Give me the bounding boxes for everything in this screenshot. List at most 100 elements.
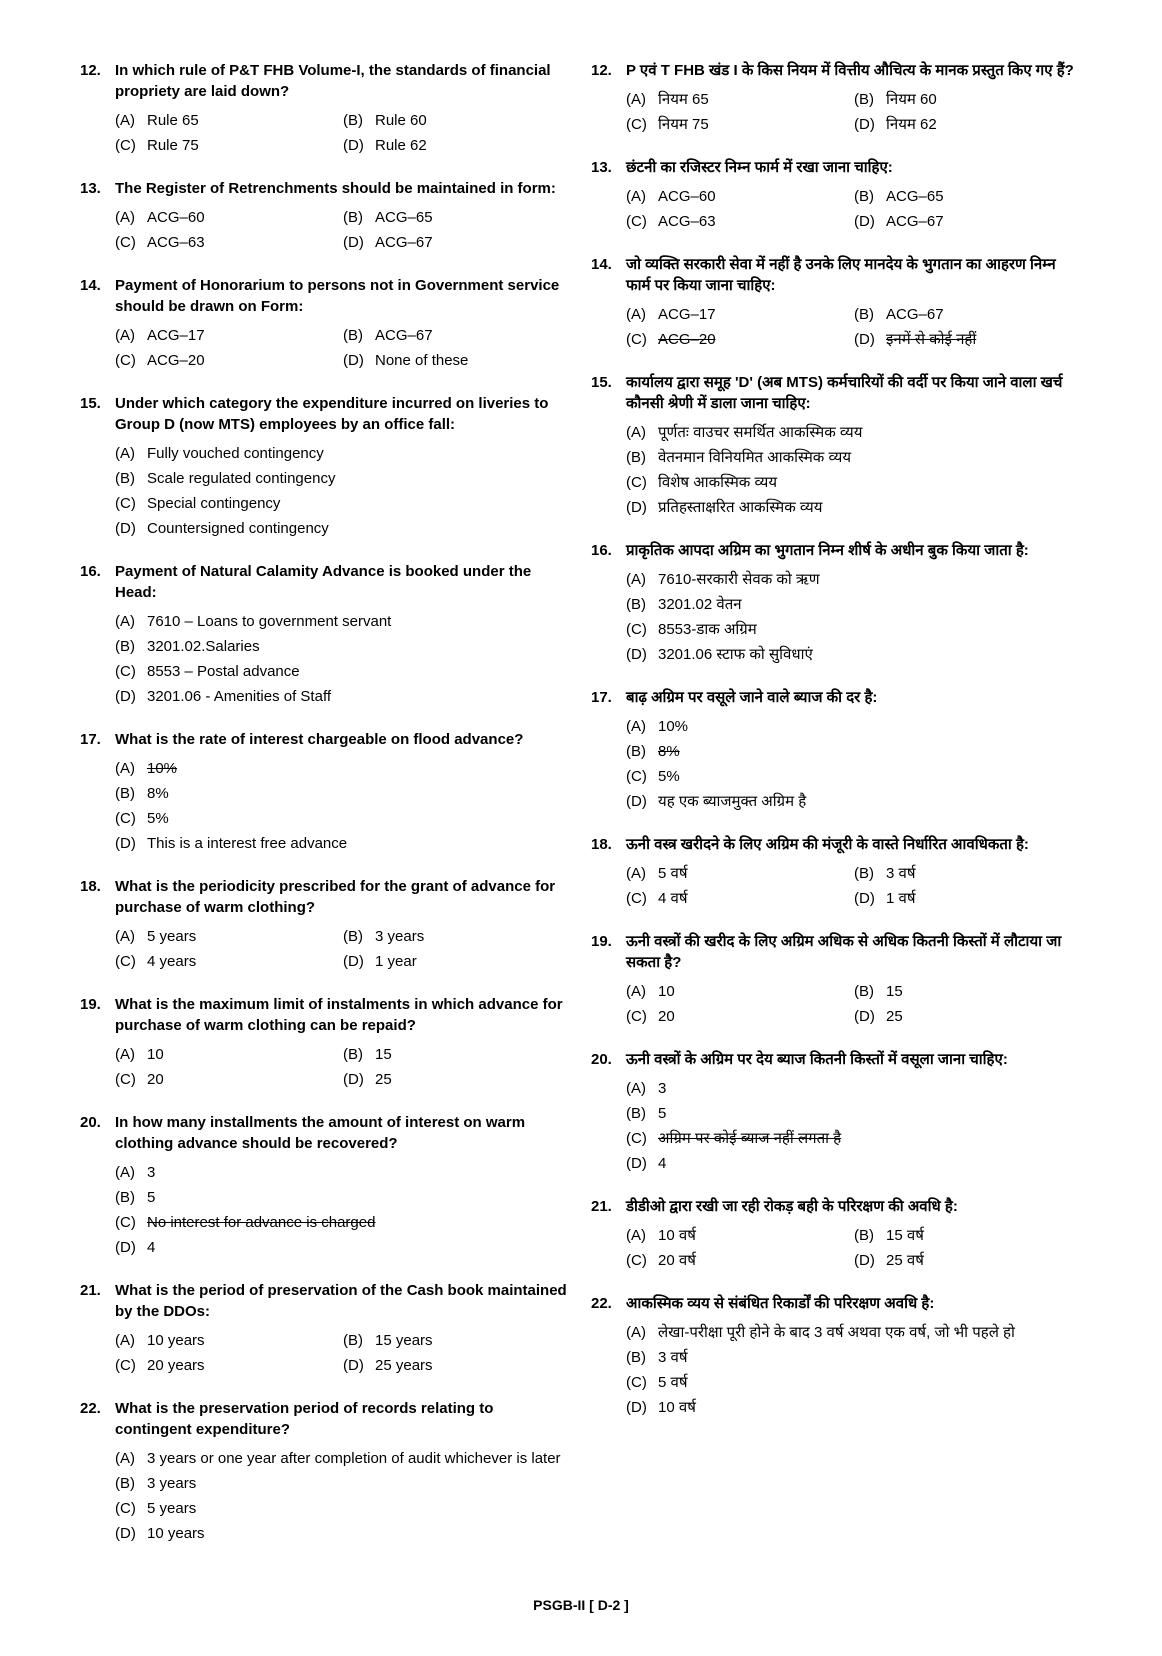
option-letter: (A): [626, 981, 658, 1002]
option: (B)ACG–67: [343, 323, 571, 348]
question-text: आकस्मिक व्यय से संबंधित रिकार्डों की परि…: [626, 1293, 1082, 1314]
question-block: 14.जो व्यक्ति सरकारी सेवा में नहीं है उन…: [591, 254, 1082, 352]
option-letter: (B): [343, 1330, 375, 1351]
question-content: प्राकृतिक आपदा अग्रिम का भुगतान निम्न शी…: [626, 540, 1082, 667]
question-number: 17.: [591, 687, 626, 708]
question-content: जो व्यक्ति सरकारी सेवा में नहीं है उनके …: [626, 254, 1082, 352]
option-letter: (C): [626, 114, 658, 135]
option-text: 4: [147, 1237, 155, 1258]
option-letter: (C): [626, 1006, 658, 1027]
option-text: 5 years: [147, 1498, 196, 1519]
option: (C)8553-डाक अग्रिम: [626, 617, 1082, 642]
option-text: 20 years: [147, 1355, 205, 1376]
option-text: 8553-डाक अग्रिम: [658, 619, 757, 640]
option: (B)वेतनमान विनियमित आकस्मिक व्यय: [626, 445, 1082, 470]
option-text: 3201.02.Salaries: [147, 636, 260, 657]
options-row: (A)3(B)5(C)No interest for advance is ch…: [115, 1160, 571, 1260]
option-letter: (C): [115, 350, 147, 371]
question-text: डीडीओ द्वारा रखी जा रही रोकड़ बही के परि…: [626, 1196, 1082, 1217]
option-text: 5 वर्ष: [658, 1372, 688, 1393]
option-letter: (D): [343, 350, 375, 371]
question-text: जो व्यक्ति सरकारी सेवा में नहीं है उनके …: [626, 254, 1082, 296]
option-letter: (B): [854, 186, 886, 207]
page-footer: PSGB-II [ D-2 ]: [80, 1596, 1082, 1616]
option-text: विशेष आकस्मिक व्यय: [658, 472, 777, 493]
option-text: 3: [147, 1162, 155, 1183]
option: (C)8553 – Postal advance: [115, 659, 571, 684]
question-number: 22.: [591, 1293, 626, 1314]
question-number: 18.: [80, 876, 115, 897]
question-number: 21.: [80, 1280, 115, 1301]
option: (A)ACG–60: [626, 184, 854, 209]
option-text: 8553 – Postal advance: [147, 661, 300, 682]
option-letter: (A): [115, 207, 147, 228]
question-number: 13.: [80, 178, 115, 199]
option-letter: (D): [854, 1250, 886, 1271]
option: (D)यह एक ब्याजमुक्त अग्रिम है: [626, 789, 1082, 814]
question-text: बाढ़ अग्रिम पर वसूले जाने वाले ब्याज की …: [626, 687, 1082, 708]
question-content: In which rule of P&T FHB Volume-I, the s…: [115, 60, 571, 158]
question-number: 13.: [591, 157, 626, 178]
option: (D)3201.06 स्टाफ को सुविधाएं: [626, 642, 1082, 667]
option-text: 5 years: [147, 926, 196, 947]
option-text: ACG–63: [147, 232, 205, 253]
question-text: P एवं T FHB खंड I के किस नियम में वित्ती…: [626, 60, 1082, 81]
option: (C)4 years: [115, 949, 343, 974]
question-block: 21.डीडीओ द्वारा रखी जा रही रोकड़ बही के …: [591, 1196, 1082, 1273]
option-text: ACG–60: [147, 207, 205, 228]
option: (A)Rule 65: [115, 108, 343, 133]
option-letter: (A): [626, 186, 658, 207]
options-row: (A)Rule 65(B)Rule 60(C)Rule 75(D)Rule 62: [115, 108, 571, 158]
option-letter: (C): [626, 1250, 658, 1271]
question-block: 22.What is the preservation period of re…: [80, 1398, 571, 1546]
option-text: 10 वर्ष: [658, 1225, 696, 1246]
question-text: In how many installments the amount of i…: [115, 1112, 571, 1154]
option-text: पूर्णतः वाउचर समर्थित आकस्मिक व्यय: [658, 422, 862, 443]
question-text: What is the preservation period of recor…: [115, 1398, 571, 1440]
option-letter: (D): [626, 644, 658, 665]
option: (A)7610-सरकारी सेवक को ऋण: [626, 567, 1082, 592]
question-block: 17.What is the rate of interest chargeab…: [80, 729, 571, 856]
question-text: The Register of Retrenchments should be …: [115, 178, 571, 199]
option-letter: (B): [626, 741, 658, 762]
option-letter: (C): [626, 1128, 658, 1149]
option-text: 10 years: [147, 1523, 205, 1544]
option-letter: (B): [854, 863, 886, 884]
option: (D)1 वर्ष: [854, 886, 1082, 911]
question-number: 12.: [80, 60, 115, 81]
question-block: 20.ऊनी वस्त्रों के अग्रिम पर देय ब्याज क…: [591, 1049, 1082, 1176]
option-letter: (A): [626, 716, 658, 737]
option: (D)This is a interest free advance: [115, 831, 571, 856]
option-text: Rule 65: [147, 110, 199, 131]
option: (A)3: [626, 1076, 1082, 1101]
question-block: 19.ऊनी वस्त्रों की खरीद के लिए अग्रिम अध…: [591, 931, 1082, 1029]
option-letter: (A): [626, 89, 658, 110]
option-letter: (C): [115, 661, 147, 682]
option-text: अग्रिम पर कोई ब्याज नहीं लगता है: [658, 1128, 841, 1149]
question-number: 16.: [80, 561, 115, 582]
option-letter: (A): [115, 325, 147, 346]
option: (B)3201.02 वेतन: [626, 592, 1082, 617]
option-letter: (B): [115, 783, 147, 804]
option-letter: (B): [343, 110, 375, 131]
option-text: ACG–67: [375, 232, 433, 253]
option-letter: (C): [115, 1212, 147, 1233]
option: (D)4: [115, 1235, 571, 1260]
question-text: What is the period of preservation of th…: [115, 1280, 571, 1322]
question-content: कार्यालय द्वारा समूह 'D' (अब MTS) कर्मचा…: [626, 372, 1082, 520]
option: (B)15 वर्ष: [854, 1223, 1082, 1248]
option: (D)ACG–67: [854, 209, 1082, 234]
option: (D)None of these: [343, 348, 571, 373]
option-text: 4 years: [147, 951, 196, 972]
option-text: 8%: [147, 783, 169, 804]
option-letter: (C): [115, 951, 147, 972]
option: (C)ACG–20: [626, 327, 854, 352]
option-text: 15: [375, 1044, 392, 1065]
question-content: Payment of Honorarium to persons not in …: [115, 275, 571, 373]
option-text: 5: [658, 1103, 666, 1124]
option-text: 3 years or one year after completion of …: [147, 1448, 561, 1469]
option-text: 10 years: [147, 1330, 205, 1351]
question-number: 18.: [591, 834, 626, 855]
question-number: 22.: [80, 1398, 115, 1419]
option: (B)Rule 60: [343, 108, 571, 133]
